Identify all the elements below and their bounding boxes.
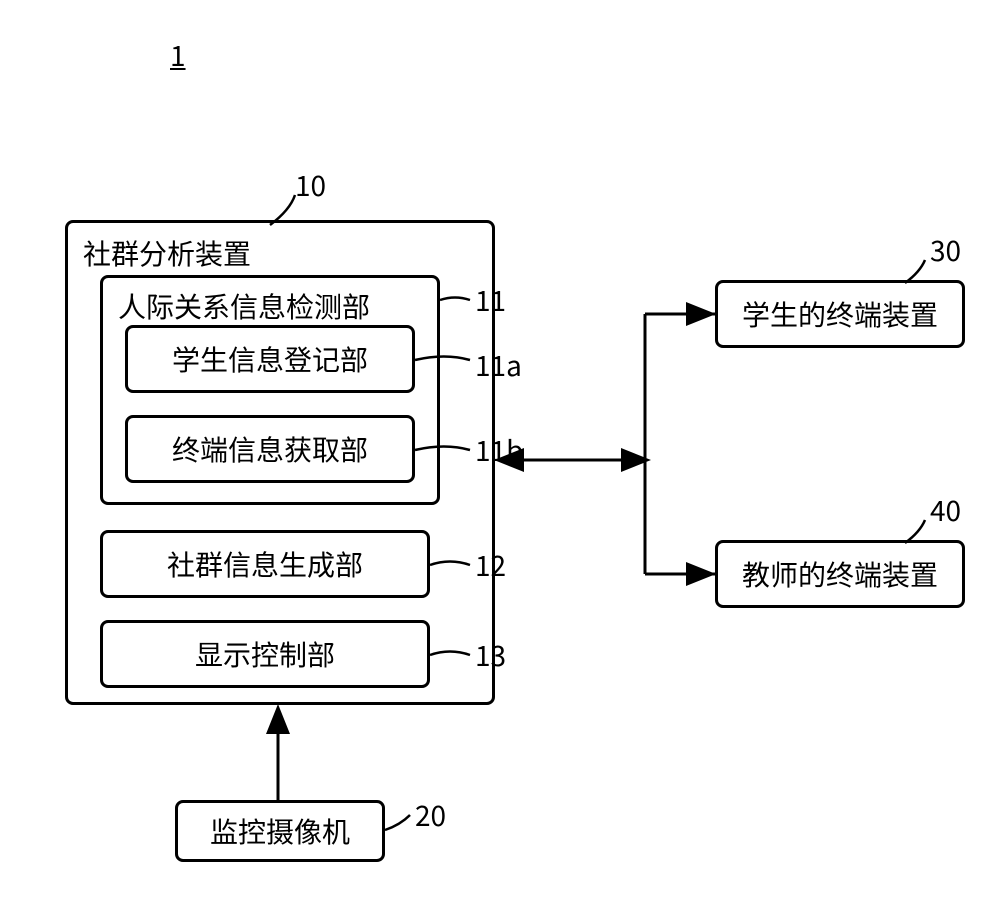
box-student-terminal: 学生的终端装置 [715,280,965,348]
box-detector-title: 人际关系信息检测部 [118,286,370,326]
box-display-text: 显示控制部 [195,634,335,674]
figure-number: 1 [170,35,186,75]
box-register-text: 学生信息登记部 [172,339,368,379]
ref-11b: 11b [475,430,523,470]
box-community: 社群信息生成部 [100,530,430,598]
diagram-canvas: 1 社群分析装置 10 人际关系信息检测部 11 学生信息登记部 11a 终端信… [0,0,1000,917]
ref-11a: 11a [475,345,522,385]
box-acquire: 终端信息获取部 [125,415,415,483]
box-teacher-terminal: 教师的终端装置 [715,540,965,608]
leader-20 [385,815,410,830]
box-teacher-text: 教师的终端装置 [742,554,938,594]
ref-40: 40 [930,490,961,530]
box-camera: 监控摄像机 [175,800,385,862]
box-camera-text: 监控摄像机 [210,811,350,851]
box-display: 显示控制部 [100,620,430,688]
box-system-title: 社群分析装置 [83,233,251,273]
ref-10: 10 [295,165,326,205]
ref-30: 30 [930,230,961,270]
box-student-text: 学生的终端装置 [742,294,938,334]
ref-11: 11 [475,280,506,320]
box-register: 学生信息登记部 [125,325,415,393]
box-acquire-text: 终端信息获取部 [172,429,368,469]
box-community-text: 社群信息生成部 [167,544,363,584]
ref-13: 13 [475,635,506,675]
ref-20: 20 [415,795,446,835]
ref-12: 12 [475,545,506,585]
